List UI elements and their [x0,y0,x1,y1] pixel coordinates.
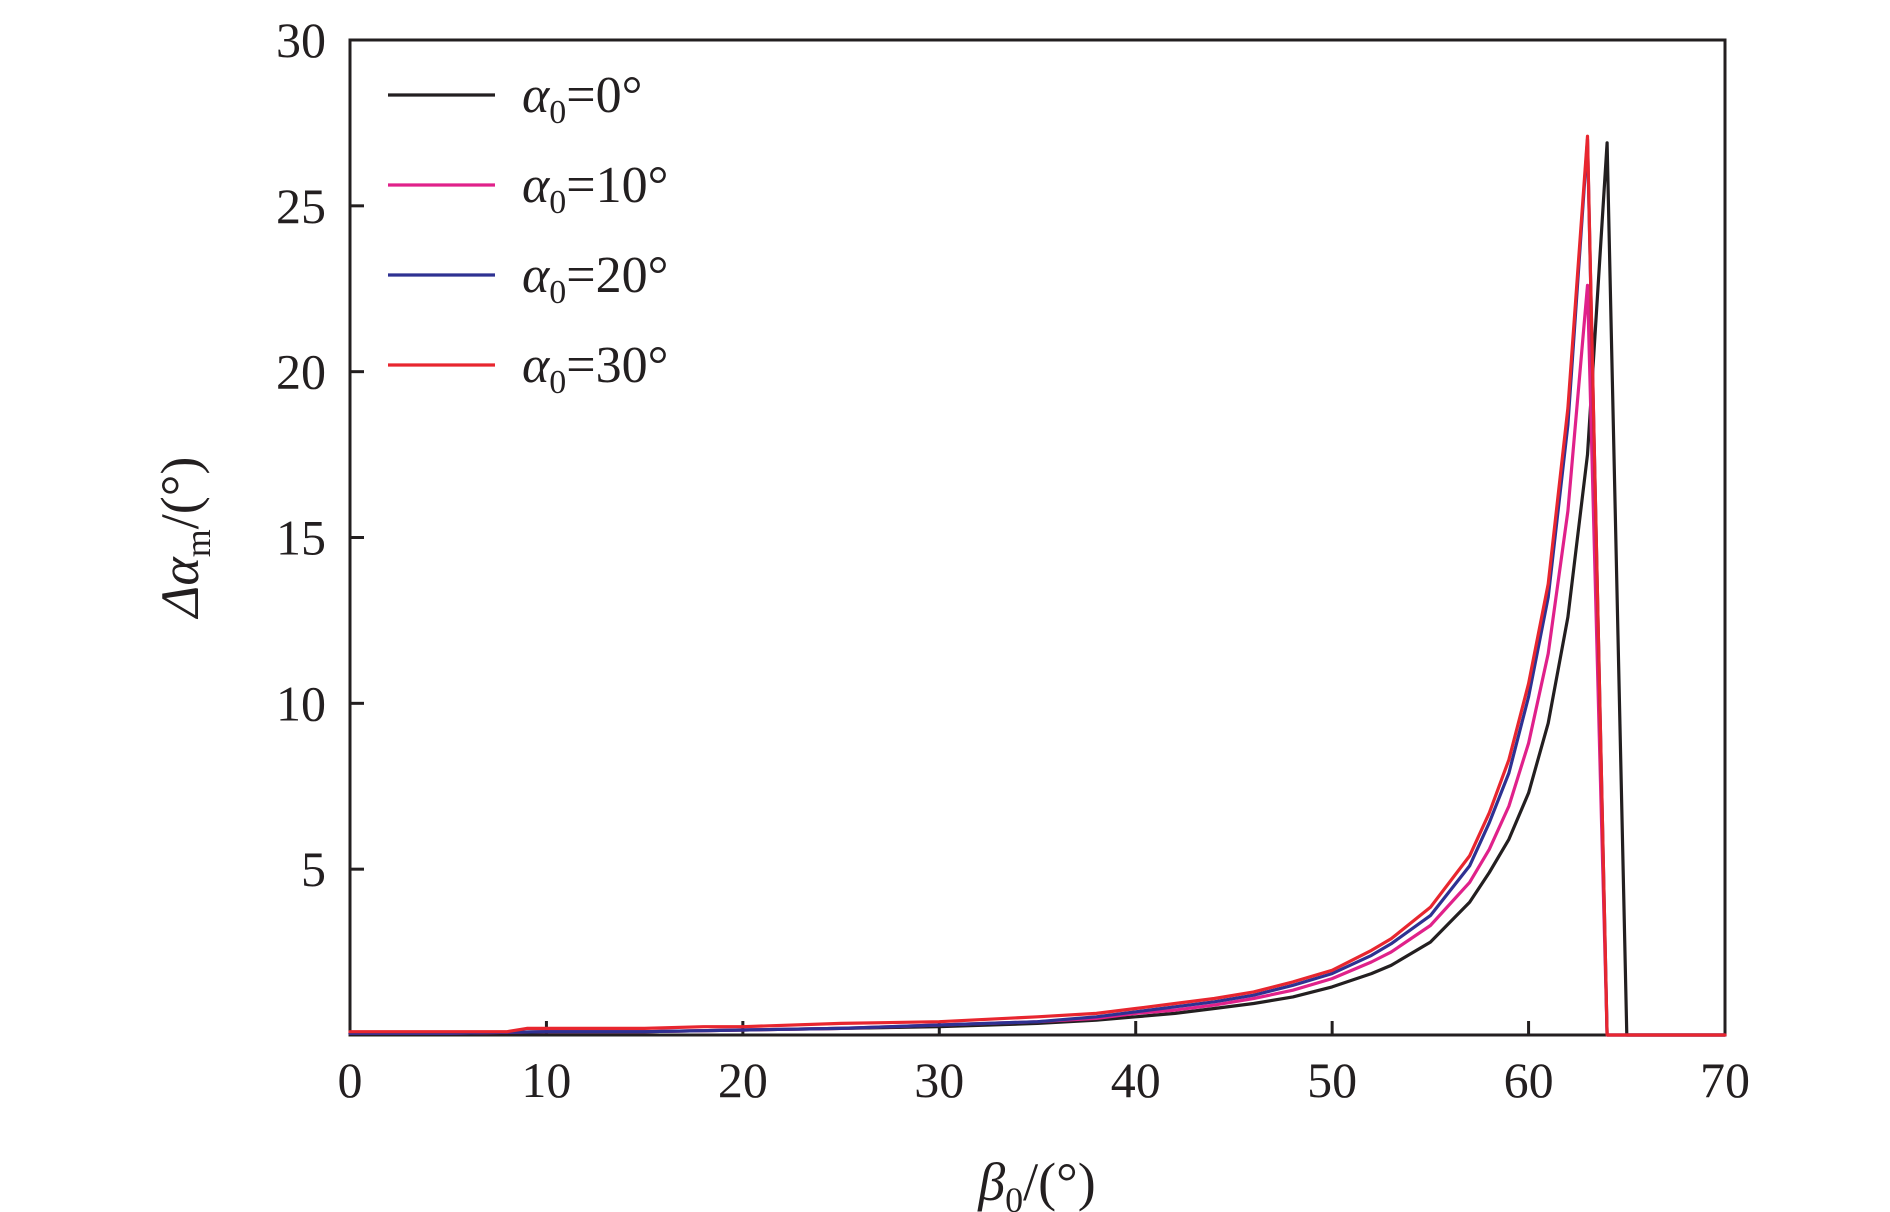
x-tick-label: 70 [1700,1052,1750,1108]
legend-subscript: 0 [549,274,566,311]
y-tick-label: 20 [276,344,326,400]
x-tick-label: 50 [1307,1052,1357,1108]
x-tick-label: 60 [1504,1052,1554,1108]
x-axis-label-subscript: 0 [1005,1180,1023,1212]
y-axis-label-unit: /(°) [150,457,210,530]
legend: α0=0°α0=10°α0=20°α0=30° [388,67,668,401]
legend-value: =0° [566,67,642,124]
legend-label-2: α0=20° [522,247,668,311]
legend-symbol: α [522,337,551,394]
series-group [348,134,1727,1037]
legend-value: =20° [566,247,668,304]
y-tick-label: 5 [301,841,326,897]
x-ticks: 0 10 20 30 40 50 60 70 [338,1021,1750,1108]
y-tick-label: 15 [276,510,326,566]
x-tick-label: 0 [338,1052,363,1108]
y-tick-label: 10 [276,675,326,731]
y-axis-label-symbol: Δα [150,556,210,620]
legend-subscript: 0 [549,184,566,221]
y-ticks: 5 10 15 20 25 30 [276,12,364,897]
x-axis-label-symbol: β [977,1152,1005,1212]
y-tick-label: 30 [276,12,326,68]
legend-label-0: α0=0° [522,67,642,131]
x-tick-label: 20 [718,1052,768,1108]
y-axis-label: Δαm/(°) [150,457,218,620]
legend-symbol: α [522,67,551,124]
x-tick-label: 30 [914,1052,964,1108]
legend-symbol: α [522,157,551,214]
x-tick-label: 40 [1111,1052,1161,1108]
legend-label-3: α0=30° [522,337,668,401]
x-axis-label-unit: /(°) [1023,1152,1096,1212]
x-axis-label: β0/(°) [977,1152,1095,1212]
legend-symbol: α [522,247,551,304]
series-line-2 [348,137,1727,1037]
legend-subscript: 0 [549,94,566,131]
legend-label-1: α0=10° [522,157,668,221]
y-tick-label: 25 [276,178,326,234]
y-axis-label-subscript: m [178,529,218,557]
series-line-3 [348,134,1727,1037]
x-tick-label: 10 [521,1052,571,1108]
legend-value: =30° [566,337,668,394]
legend-subscript: 0 [549,364,566,401]
legend-value: =10° [566,157,668,214]
